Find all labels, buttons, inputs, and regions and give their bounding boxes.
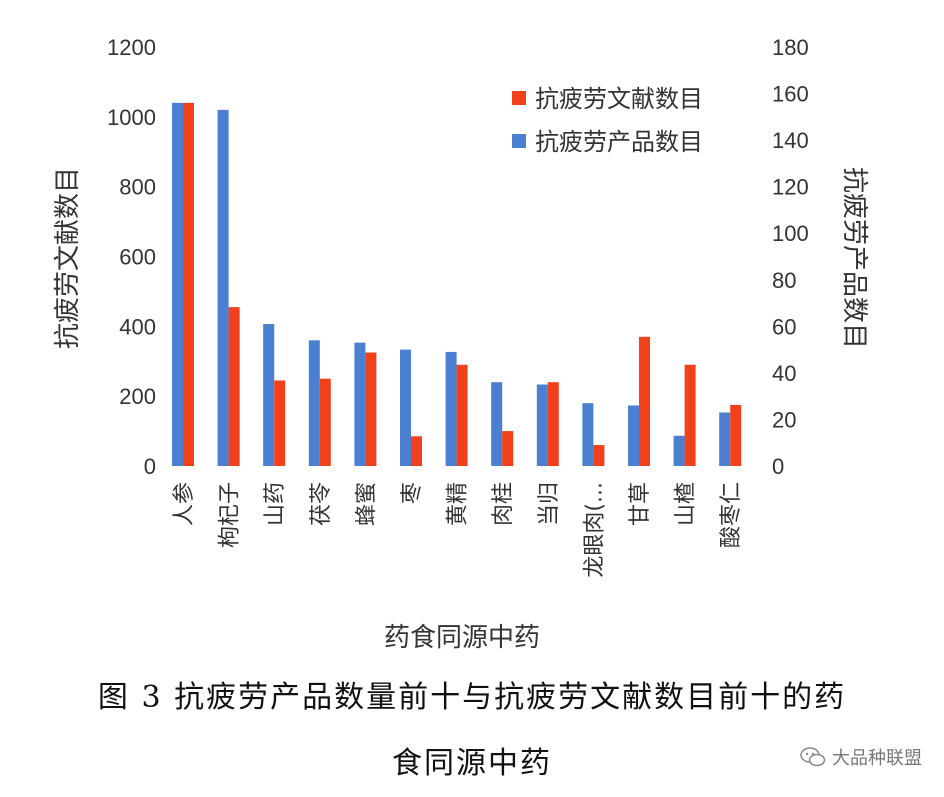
bar-products [491,382,503,466]
bar-literature [411,436,422,466]
y-right-tick-label: 80 [772,268,796,293]
bar-products [582,403,594,466]
figure-caption-line-1: 图 3 抗疲劳产品数量前十与抗疲劳文献数目前十的药 [97,680,847,715]
watermark-text: 大品种联盟 [832,748,922,769]
y-left-tick-label: 0 [144,454,156,479]
bar-products [217,109,229,466]
x-category-label: 肉桂 [491,482,516,526]
right-y-axis: 0 20 40 60 80 100 120 140 160 180 [772,35,809,479]
x-category-label: 山药 [263,482,288,526]
y-right-tick-label: 20 [772,407,796,432]
x-category-label: 蜂蜜 [354,482,379,526]
bar-literature [274,380,286,466]
y-left-tick-label: 200 [119,384,156,409]
bar-literature [502,431,514,466]
watermark: 大品种联盟 [800,744,922,770]
y-right-tick-label: 100 [772,221,809,246]
bar-literature [456,364,468,466]
dual-axis-bar-chart: 0 200 400 600 800 1000 1200 0 20 40 60 80 100 120 140… [53,35,869,653]
x-category-label: 龙眼肉(... [582,482,607,578]
x-category-label: 黄精 [446,482,471,526]
legend-label-products: 抗疲劳产品数目 [535,128,703,156]
bar-products [263,324,275,466]
bar-literature [228,307,240,466]
bar-products [400,349,411,466]
bar-products [445,351,457,466]
y-left-tick-label: 600 [119,245,156,270]
x-category-label: 山楂 [674,482,699,526]
y-right-tick-label: 140 [772,128,809,153]
bar-products [719,412,731,466]
bar-literature [365,352,377,466]
bar-products [536,384,548,466]
bar-literature [593,445,605,466]
x-category-label: 茯苓 [309,482,334,526]
x-category-label: 酸枣仁 [719,482,744,548]
wechat-icon [800,747,826,767]
bar-products [354,342,366,466]
y-right-tick-label: 120 [772,175,809,200]
bar-products [308,340,320,466]
bar-products [673,435,685,466]
x-axis-title: 药食同源中药 [384,623,540,653]
bar-literature [319,378,331,466]
bar-literature [684,364,696,466]
legend-swatch-products [512,134,526,148]
y-axis-right-title: 抗疲劳产品数目 [839,167,869,349]
figure-caption-line-2: 食同源中药 [392,746,552,781]
x-category-label: 枣 [400,482,425,504]
y-left-tick-label: 400 [119,314,156,339]
bar-literature [730,404,742,466]
x-category-label: 当归 [537,482,562,526]
bar-products [628,405,639,466]
bar-series [172,102,742,466]
x-axis-categories: 人参 枸杞子 山药 茯苓 蜂蜜枣黄精 肉桂 当归 龙眼肉(... 甘草 山楂 酸枣仁 [172,482,744,578]
legend: 抗疲劳文献数目 抗疲劳产品数目 [512,85,703,156]
y-left-tick-label: 1200 [107,35,156,60]
bar-literature [547,382,559,466]
y-right-tick-label: 40 [772,361,796,386]
legend-label-literature: 抗疲劳文献数目 [535,85,703,113]
x-category-label: 枸杞子 [218,482,243,548]
y-left-tick-label: 1000 [107,105,156,130]
legend-swatch-literature [512,91,526,105]
left-y-axis: 0 200 400 600 800 1000 1200 [107,35,156,479]
y-right-tick-label: 180 [772,35,809,60]
bar-products [172,102,183,466]
y-right-tick-label: 60 [772,314,796,339]
x-category-label: 甘草 [628,482,653,526]
y-right-tick-label: 0 [772,454,784,479]
x-category-label: 人参 [172,482,197,526]
bar-literature [639,336,650,466]
bar-literature [183,102,194,466]
y-axis-left-title: 抗疲劳文献数目 [53,167,83,349]
y-right-tick-label: 160 [772,82,809,107]
y-left-tick-label: 800 [119,175,156,200]
